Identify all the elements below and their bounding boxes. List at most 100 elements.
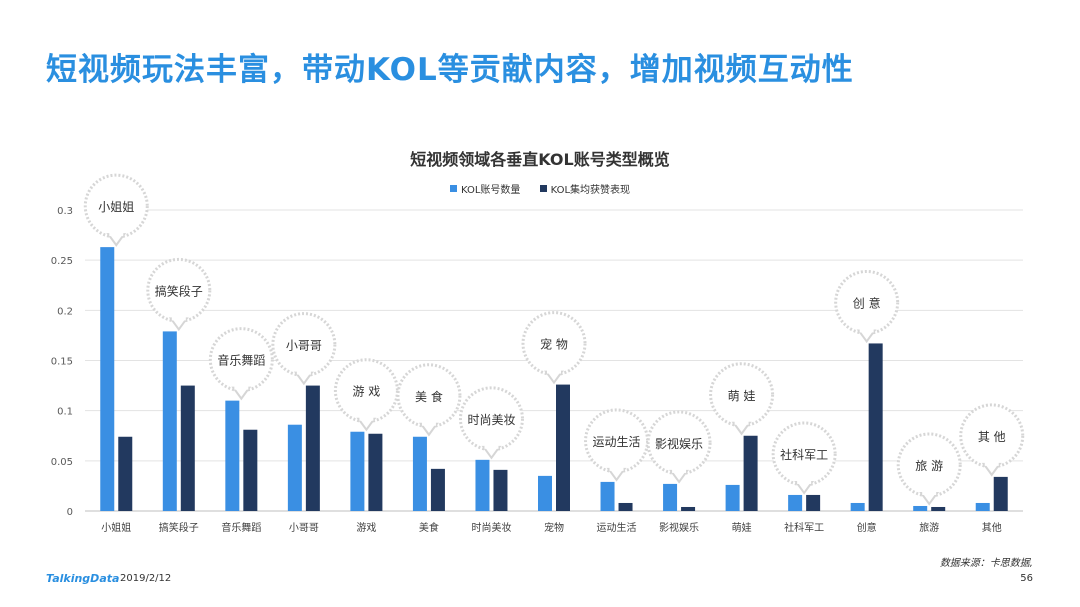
bubble-joint: [296, 369, 311, 375]
bar-kol-likes: [806, 494, 821, 511]
x-tick-label: 运动生活: [597, 521, 637, 534]
category-bubble: 宠 物: [521, 311, 587, 385]
bubble-label: 搞笑段子: [155, 283, 203, 298]
bar-kol-accounts: [475, 459, 490, 511]
bar-kol-likes: [180, 385, 195, 511]
bar-kol-accounts: [225, 400, 240, 511]
bubble-label: 音乐舞蹈: [217, 353, 265, 368]
bubble-joint: [859, 327, 874, 333]
x-tick-label: 小姐姐: [101, 521, 131, 534]
bubble-joint: [359, 415, 374, 421]
bubble-joint: [109, 231, 124, 237]
bubble-label: 萌 娃: [728, 389, 756, 403]
data-source: 数据来源：卡思数据,: [939, 558, 1033, 569]
chart-title: 短视频领域各垂直KOL账号类型概览: [410, 150, 670, 169]
bubble-label: 影视娱乐: [655, 436, 703, 451]
category-bubble: 搞笑段子: [146, 257, 212, 332]
category-bubble: 创 意: [834, 269, 900, 344]
bubble-label: 小哥哥: [286, 339, 322, 353]
category-bubble: 美 食: [396, 363, 462, 437]
legend-item-accounts: KOL账号数量: [449, 181, 521, 196]
y-tick-label: 0.3: [57, 206, 73, 217]
x-tick-label: 创意: [857, 521, 877, 534]
category-bubble: 旅 游: [896, 432, 962, 506]
y-tick-label: 0.1: [57, 407, 73, 418]
legend-label-accounts: KOL账号数量: [460, 185, 521, 196]
bar-kol-accounts: [788, 494, 803, 511]
bubble-label: 其 他: [978, 430, 1006, 444]
bar-kol-accounts: [412, 436, 427, 511]
x-tick-label: 游戏: [356, 521, 376, 534]
bubble-label: 美 食: [415, 389, 443, 404]
category-bubble: 社科军工: [771, 421, 837, 495]
bubble-label: 小姐姐: [98, 200, 134, 214]
bar-kol-likes: [243, 429, 258, 511]
bar-kol-likes: [931, 506, 946, 511]
footer-logo: TalkingData: [46, 572, 120, 585]
bar-kol-accounts: [287, 424, 302, 511]
x-tick-label: 小哥哥: [289, 522, 319, 534]
bar-kol-likes: [868, 343, 883, 511]
bar-kol-accounts: [725, 484, 740, 511]
bar-kol-likes: [993, 476, 1008, 511]
category-bubble: 小哥哥: [271, 312, 337, 386]
page-title: 短视频玩法丰富，带动KOL等贡献内容，增加视频互动性: [46, 52, 854, 88]
bubble-label: 旅 游: [915, 459, 943, 473]
bar-kol-likes: [556, 384, 570, 511]
category-bubble: 小姐姐: [83, 173, 149, 247]
x-tick-label: 宠物: [544, 521, 564, 534]
category-bubble: 音乐舞蹈: [208, 327, 274, 401]
y-tick-label: 0.05: [51, 457, 73, 468]
bar-kol-accounts: [162, 331, 177, 511]
bubble-joint: [672, 467, 687, 473]
category-bubble: 萌 娃: [709, 362, 775, 436]
bubble-label: 运动生活: [593, 435, 641, 449]
x-tick-label: 搞笑段子: [159, 521, 199, 534]
legend-swatch-likes: [539, 185, 547, 192]
bubble-joint: [171, 315, 186, 321]
bar-kol-likes: [118, 436, 133, 511]
y-tick-label: 0.2: [57, 306, 73, 317]
y-tick-label: 0.15: [51, 357, 73, 368]
bar-kol-likes: [681, 506, 696, 511]
bar-kol-accounts: [663, 483, 678, 511]
bar-kol-likes: [743, 435, 758, 511]
bar-kol-accounts: [538, 475, 552, 511]
x-tick-label: 时尚美妆: [471, 521, 511, 534]
category-bubble: 游 戏: [333, 358, 399, 432]
bar-kol-accounts: [975, 502, 990, 511]
category-bubble: 时尚美妆: [458, 386, 524, 460]
x-tick-label: 旅游: [919, 521, 939, 534]
category-bubble: 影视娱乐: [646, 410, 712, 484]
bubble-joint: [922, 489, 937, 495]
legend-swatch-accounts: [449, 185, 457, 192]
bubble-label: 时尚美妆: [467, 413, 515, 427]
category-bubble: 其 他: [959, 403, 1025, 477]
y-tick-label: 0.25: [51, 256, 73, 267]
bubble-joint: [797, 478, 812, 484]
bar-kol-accounts: [100, 247, 115, 511]
bar-kol-accounts: [850, 502, 865, 511]
page-number: 56: [1020, 573, 1033, 584]
bar-kol-likes: [493, 469, 508, 511]
x-tick-label: 美食: [419, 521, 439, 534]
bubble-label: 社科军工: [780, 447, 828, 462]
bar-kol-likes: [305, 385, 320, 511]
bubble-label: 游 戏: [352, 385, 380, 399]
legend-item-likes: KOL集均获赞表现: [539, 181, 630, 196]
bubble-label: 创 意: [853, 295, 881, 310]
bubble-joint: [234, 384, 249, 390]
bubble-joint: [609, 465, 624, 471]
x-tick-label: 音乐舞蹈: [221, 521, 261, 534]
bubble-joint: [984, 460, 999, 466]
bubble-label: 宠 物: [540, 337, 568, 352]
category-bubble: 运动生活: [584, 408, 650, 482]
x-tick-label: 其他: [982, 521, 1002, 534]
footer-date: 2019/2/12: [120, 573, 172, 584]
bar-kol-likes: [430, 468, 445, 511]
bar-kol-likes: [368, 433, 383, 511]
chart-legend: KOL账号数量 KOL集均获赞表现: [0, 181, 1080, 196]
y-tick-label: 0: [67, 507, 73, 518]
bubble-joint: [421, 420, 436, 426]
